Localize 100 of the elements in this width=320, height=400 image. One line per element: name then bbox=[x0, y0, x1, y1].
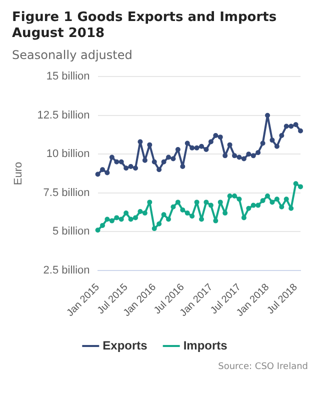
y-tick-label: 15 billion bbox=[46, 70, 90, 83]
point bbox=[208, 202, 214, 208]
point bbox=[260, 198, 266, 204]
point bbox=[175, 146, 180, 152]
point bbox=[256, 202, 261, 208]
point bbox=[124, 166, 129, 171]
point bbox=[213, 218, 218, 224]
point bbox=[166, 216, 172, 222]
y-tick-label: 10 billion bbox=[46, 148, 90, 160]
legend-label: Imports bbox=[183, 338, 228, 352]
point bbox=[279, 133, 284, 138]
point bbox=[180, 207, 186, 212]
point bbox=[218, 200, 223, 205]
y-tick-label: 5 billion bbox=[52, 226, 90, 238]
point bbox=[142, 210, 148, 216]
point bbox=[170, 204, 176, 210]
point bbox=[138, 139, 143, 144]
y-tick-label: 12.5 billion bbox=[37, 109, 90, 122]
point bbox=[241, 156, 246, 162]
point bbox=[260, 140, 266, 146]
point bbox=[161, 212, 166, 218]
point bbox=[265, 112, 270, 118]
point bbox=[190, 214, 195, 219]
point bbox=[166, 154, 172, 160]
point bbox=[199, 216, 204, 222]
point bbox=[236, 196, 242, 202]
point bbox=[227, 193, 232, 198]
point bbox=[133, 215, 138, 220]
point bbox=[184, 140, 190, 146]
point bbox=[250, 153, 256, 158]
point bbox=[213, 133, 218, 138]
point bbox=[208, 139, 214, 144]
point bbox=[270, 138, 275, 143]
point bbox=[250, 202, 256, 208]
point bbox=[246, 206, 252, 211]
point bbox=[104, 170, 110, 176]
y-tick-label: 2.5 billion bbox=[43, 264, 90, 276]
point bbox=[298, 184, 304, 190]
point bbox=[109, 218, 114, 224]
point bbox=[284, 196, 289, 202]
point bbox=[190, 145, 195, 150]
point bbox=[246, 152, 252, 157]
point bbox=[118, 159, 124, 164]
point bbox=[232, 193, 238, 198]
y-tick-label: 7.5 billion bbox=[43, 186, 90, 199]
point bbox=[270, 200, 275, 205]
point bbox=[156, 167, 162, 172]
point bbox=[138, 209, 143, 214]
point bbox=[236, 154, 242, 160]
point bbox=[265, 193, 270, 198]
point bbox=[298, 128, 304, 134]
chart-title: Figure 1 Goods Exports and Imports August 2018 bbox=[11, 9, 278, 42]
point bbox=[288, 206, 294, 211]
point bbox=[184, 210, 190, 216]
y-axis-title: Euro bbox=[12, 162, 25, 186]
point bbox=[218, 134, 223, 140]
point bbox=[152, 159, 157, 164]
point bbox=[95, 228, 100, 233]
point bbox=[180, 164, 186, 170]
point bbox=[170, 156, 176, 162]
point bbox=[204, 146, 209, 152]
point bbox=[147, 142, 152, 148]
point bbox=[222, 210, 228, 216]
legend-label: Exports bbox=[102, 338, 148, 352]
chart-subtitle: Seasonally adjusted bbox=[11, 47, 134, 62]
point bbox=[114, 215, 120, 220]
point bbox=[128, 216, 134, 222]
point bbox=[114, 159, 120, 164]
point bbox=[128, 164, 134, 170]
point bbox=[293, 122, 298, 128]
point bbox=[222, 153, 228, 158]
point bbox=[284, 124, 289, 129]
point bbox=[227, 142, 232, 148]
point bbox=[279, 204, 284, 210]
point bbox=[293, 181, 298, 186]
point bbox=[109, 154, 114, 160]
point bbox=[142, 158, 148, 163]
point bbox=[175, 200, 180, 205]
point bbox=[194, 145, 200, 150]
point bbox=[95, 172, 100, 177]
point bbox=[156, 221, 162, 226]
point bbox=[161, 159, 166, 164]
point bbox=[124, 210, 129, 216]
point bbox=[100, 222, 106, 228]
source-note: Source: CSO Ireland bbox=[217, 362, 309, 372]
point bbox=[133, 166, 138, 171]
point bbox=[104, 216, 110, 222]
point bbox=[256, 150, 261, 156]
point bbox=[152, 226, 157, 232]
point bbox=[100, 167, 106, 172]
point bbox=[232, 153, 238, 158]
point bbox=[204, 200, 209, 205]
point bbox=[274, 144, 280, 149]
point bbox=[118, 216, 124, 222]
point bbox=[274, 196, 280, 202]
point bbox=[241, 215, 246, 220]
point bbox=[194, 200, 200, 205]
point bbox=[288, 124, 294, 129]
point bbox=[199, 144, 204, 149]
point bbox=[147, 200, 152, 205]
